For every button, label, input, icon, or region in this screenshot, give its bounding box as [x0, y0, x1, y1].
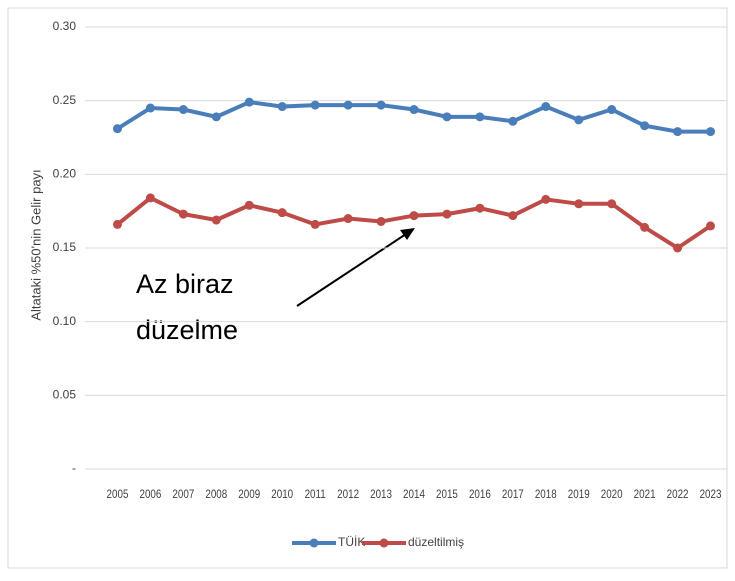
point	[277, 208, 287, 218]
point	[343, 100, 353, 110]
point	[178, 209, 188, 219]
point	[244, 97, 254, 107]
legend-label: düzeltilmiş	[408, 535, 464, 549]
x-tick-label: 2016	[469, 488, 491, 501]
y-tick-label: 0.05	[53, 388, 77, 402]
point	[640, 121, 650, 131]
point	[376, 100, 386, 110]
annotation: Az biraz	[136, 269, 234, 299]
point	[442, 209, 452, 219]
y-tick-label: 0.30	[53, 19, 77, 33]
point	[607, 199, 617, 209]
point	[475, 112, 485, 122]
point	[178, 105, 188, 115]
point	[541, 102, 551, 112]
point	[244, 200, 254, 210]
x-tick-label: 2019	[568, 488, 590, 501]
x-tick-label: 2021	[634, 488, 656, 501]
point	[310, 219, 320, 229]
x-tick-label: 2005	[107, 488, 129, 501]
y-tick-label: 0.20	[53, 167, 77, 181]
point	[508, 211, 518, 221]
point	[112, 124, 122, 134]
point	[145, 193, 155, 203]
annotation-arrowhead	[400, 228, 415, 240]
point	[112, 219, 122, 229]
x-tick-label: 2015	[436, 488, 458, 501]
legend-label: TÜİK	[338, 535, 365, 549]
x-tick-label: 2023	[700, 488, 722, 501]
legend-marker	[309, 538, 319, 548]
x-tick-label: 2018	[535, 488, 557, 501]
point	[607, 105, 617, 115]
point	[574, 199, 584, 209]
x-tick-label: 2022	[667, 488, 689, 501]
x-tick-label: 2020	[601, 488, 623, 501]
legend-marker	[379, 538, 389, 548]
point	[673, 127, 683, 137]
y-tick-label: -	[72, 461, 76, 475]
point	[541, 194, 551, 204]
annotation-arrow	[296, 233, 407, 307]
y-tick-label: 0.10	[53, 314, 77, 328]
point	[640, 222, 650, 232]
x-tick-label: 2006	[139, 488, 161, 501]
x-tick-label: 2014	[403, 488, 425, 501]
x-tick-label: 2010	[271, 488, 293, 501]
annotation: düzelme	[136, 315, 238, 345]
y-axis-label: Altataki %50'nin Gelir payı	[28, 169, 43, 320]
y-tick-label: 0.25	[53, 93, 77, 107]
x-tick-label: 2013	[370, 488, 392, 501]
x-tick-label: 2011	[305, 488, 326, 501]
point	[475, 203, 485, 213]
point	[673, 243, 683, 253]
point	[409, 105, 419, 115]
point	[211, 215, 221, 225]
point	[310, 100, 320, 110]
point	[376, 216, 386, 226]
y-tick-label: 0.15	[53, 240, 77, 254]
chart-border	[7, 7, 728, 569]
point	[574, 115, 584, 125]
x-tick-label: 2009	[238, 488, 260, 501]
point	[706, 221, 716, 231]
point	[442, 112, 452, 122]
x-tick-label: 2017	[502, 488, 524, 501]
x-tick-label: 2007	[172, 488, 194, 501]
point	[277, 102, 287, 112]
point	[343, 214, 353, 224]
x-tick-label: 2008	[205, 488, 227, 501]
point	[211, 112, 221, 122]
point	[508, 116, 518, 126]
x-tick-label: 2012	[337, 488, 359, 501]
point	[706, 127, 716, 137]
point	[145, 103, 155, 113]
point	[409, 211, 419, 221]
